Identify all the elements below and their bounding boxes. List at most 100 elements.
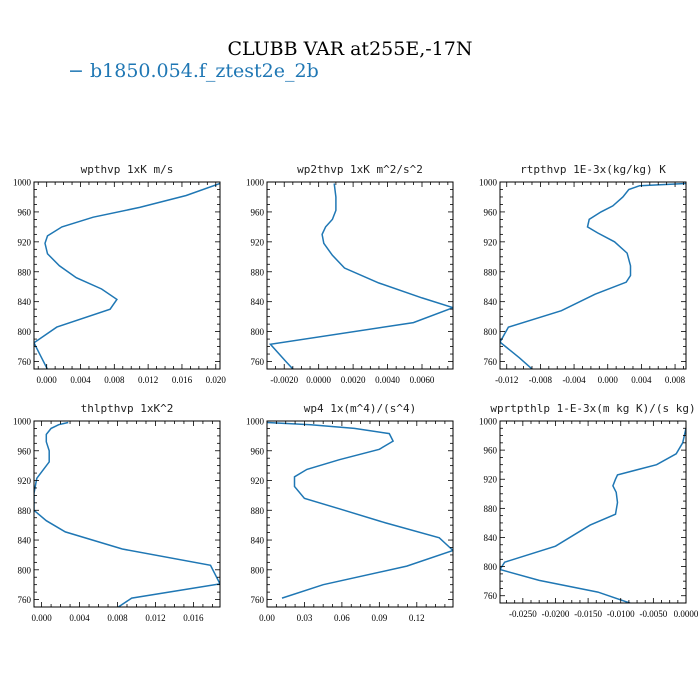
y-tick-label: 840 [18,536,32,546]
y-tick-label: 800 [484,562,498,572]
y-tick-label: 800 [251,327,265,337]
x-tick-label: 0.00 [259,613,275,623]
figure-title: CLUBB VAR at255E,-17N [228,38,473,60]
y-tick-label: 920 [484,475,498,485]
y-tick-label: 880 [251,267,265,277]
x-tick-label: 0.0000 [306,375,331,385]
panel-3: rtpthvp 1E-3x(kg/kg) K 760 800 840 880 920 960… [479,163,687,385]
y-tick-label: 1000 [479,417,498,427]
y-tick-label: 920 [251,237,265,247]
x-tick-label: 0.012 [138,375,158,385]
y-tick-label: 880 [18,506,32,516]
y-tick-label: 960 [251,207,265,217]
y-tick-label: 840 [484,297,498,307]
y-tick-label: 800 [18,565,32,575]
plot-frame [499,181,687,370]
x-tick-label: 0.008 [665,375,686,385]
y-tick-label: 920 [484,237,498,247]
panel-2: wp2thvp 1xK m^2/s^2 760 800 840 880 920 960 100… [246,163,454,385]
y-tick-label: 1000 [13,417,32,427]
y-tick-label: 1000 [246,178,265,188]
plot-frame [266,181,454,370]
x-tick-label: 0.03 [297,613,313,623]
x-tick-label: 0.004 [69,613,90,623]
panel-6: wprtpthlp 1-E-3x(m kg K)/(s kg) 760 800 840… [479,402,699,619]
series-line [34,182,220,369]
y-tick-label: 920 [18,237,32,247]
y-tick-label: 800 [251,565,265,575]
y-tick-label: 880 [18,267,32,277]
panel-title: wp4 1x(m^4)/(s^4) [304,402,417,415]
y-tick-label: 960 [251,446,265,456]
x-tick-label: -0.0020 [270,375,298,385]
panel-1: wpthvp 1xK m/s 760 800 840 880 920 960 1000 0.00… [13,163,226,385]
y-tick-label: 960 [484,446,498,456]
y-tick-label: 1000 [479,178,498,188]
x-tick-label: 0.0060 [410,375,435,385]
series-line [268,183,453,369]
y-tick-label: 960 [484,207,498,217]
y-tick-label: 840 [18,297,32,307]
x-tick-label: 0.008 [107,613,128,623]
x-tick-label: 0.0000 [674,609,699,619]
y-tick-label: 760 [251,357,265,367]
panel-title: thlpthvp 1xK^2 [81,402,174,415]
x-tick-label: 0.06 [334,613,350,623]
series-line [500,182,686,369]
legend: − b1850.054.f_ztest2e_2b [68,60,319,82]
y-tick-label: 840 [484,533,498,543]
y-tick-label: 840 [251,536,265,546]
panel-4: thlpthvp 1xK^2 760 800 840 880 920 960 1000 0.00… [13,402,221,623]
series-line [267,421,453,599]
x-tick-label: 0.000 [598,375,619,385]
y-tick-label: 1000 [246,417,265,427]
x-tick-label: 0.12 [409,613,425,623]
x-tick-label: -0.008 [529,375,553,385]
x-tick-label: 0.0040 [375,375,400,385]
panel-title: wp2thvp 1xK m^2/s^2 [297,163,423,176]
x-tick-label: -0.004 [562,375,586,385]
y-tick-label: 1000 [13,178,32,188]
legend-marker: − [68,60,84,82]
x-tick-label: 0.000 [31,613,52,623]
y-tick-label: 760 [251,595,265,605]
y-tick-label: 760 [18,357,32,367]
panel-title: wprtpthlp 1-E-3x(m kg K)/(s kg) [490,402,695,415]
x-tick-label: 0.016 [172,375,193,385]
panel-title: rtpthvp 1E-3x(kg/kg) K [520,163,666,176]
x-tick-label: 0.004 [631,375,652,385]
x-tick-label: -0.0200 [542,609,570,619]
y-tick-label: 800 [484,327,498,337]
x-tick-label: 0.09 [371,613,387,623]
y-tick-label: 960 [18,207,32,217]
y-tick-label: 840 [251,297,265,307]
x-tick-label: 0.012 [145,613,165,623]
y-tick-label: 760 [18,595,32,605]
x-tick-label: 0.008 [104,375,125,385]
panel-title: wpthvp 1xK m/s [81,163,174,176]
y-tick-label: 880 [251,506,265,516]
x-tick-label: 0.000 [37,375,58,385]
y-tick-label: 920 [18,476,32,486]
series-line [500,428,686,603]
y-tick-label: 960 [18,446,32,456]
plot-frame [499,420,687,604]
panels: wpthvp 1xK m/s 760 800 840 880 920 960 1000 0.00… [13,163,699,623]
x-tick-label: -0.0250 [509,609,537,619]
y-tick-label: 760 [484,357,498,367]
x-tick-label: 0.004 [70,375,91,385]
x-tick-label: -0.0100 [607,609,635,619]
legend-label: b1850.054.f_ztest2e_2b [90,60,319,82]
y-tick-label: 880 [484,504,498,514]
y-tick-label: 800 [18,327,32,337]
x-tick-label: -0.0050 [639,609,667,619]
x-tick-label: -0.0150 [574,609,602,619]
x-tick-label: -0.012 [495,375,518,385]
plot-frame [266,420,454,608]
panel-5: wp4 1x(m^4)/(s^4) 760 800 840 880 920 960 1000 0… [246,402,454,623]
y-tick-label: 880 [484,267,498,277]
x-tick-label: 0.0020 [341,375,366,385]
y-tick-label: 920 [251,476,265,486]
